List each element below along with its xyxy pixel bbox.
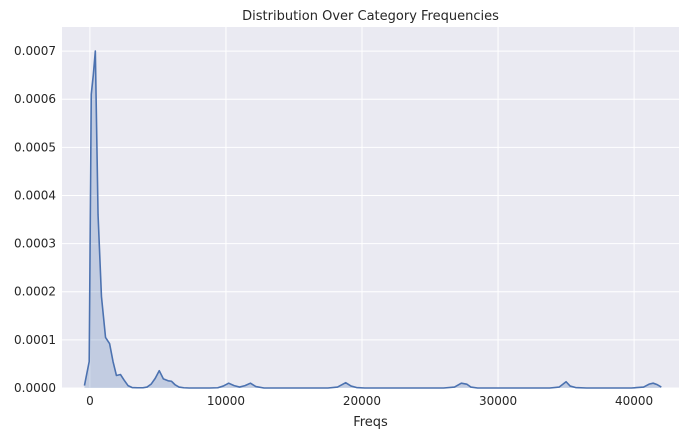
y-tick-label: 0.0001 <box>14 333 56 347</box>
y-tick-label: 0.0003 <box>14 237 56 251</box>
y-tick-label: 0.0004 <box>14 188 56 202</box>
series-layer <box>83 50 662 389</box>
y-tick-label: 0.0006 <box>14 92 56 106</box>
x-tick-label: 10000 <box>207 394 245 408</box>
y-tick-label: 0.0005 <box>14 140 56 154</box>
x-axis: 0 10000 20000 30000 40000 <box>86 394 653 408</box>
y-tick-label: 0.0007 <box>14 44 56 58</box>
plot-area <box>62 27 679 388</box>
x-axis-label: Freqs <box>353 415 388 430</box>
grid <box>62 27 679 389</box>
x-tick-label: 30000 <box>479 394 517 408</box>
y-axis: 0.0000 0.0001 0.0002 0.0003 0.0004 0.0005 0.00… <box>14 44 56 395</box>
x-tick-label: 0 <box>86 394 94 408</box>
density-line <box>83 50 662 389</box>
chart-title: Distribution Over Category Frequencies <box>242 9 499 24</box>
x-tick-label: 20000 <box>343 394 381 408</box>
y-tick-label: 0.0002 <box>14 285 56 299</box>
x-tick-label: 40000 <box>615 394 653 408</box>
y-tick-label: 0.0000 <box>14 381 56 395</box>
